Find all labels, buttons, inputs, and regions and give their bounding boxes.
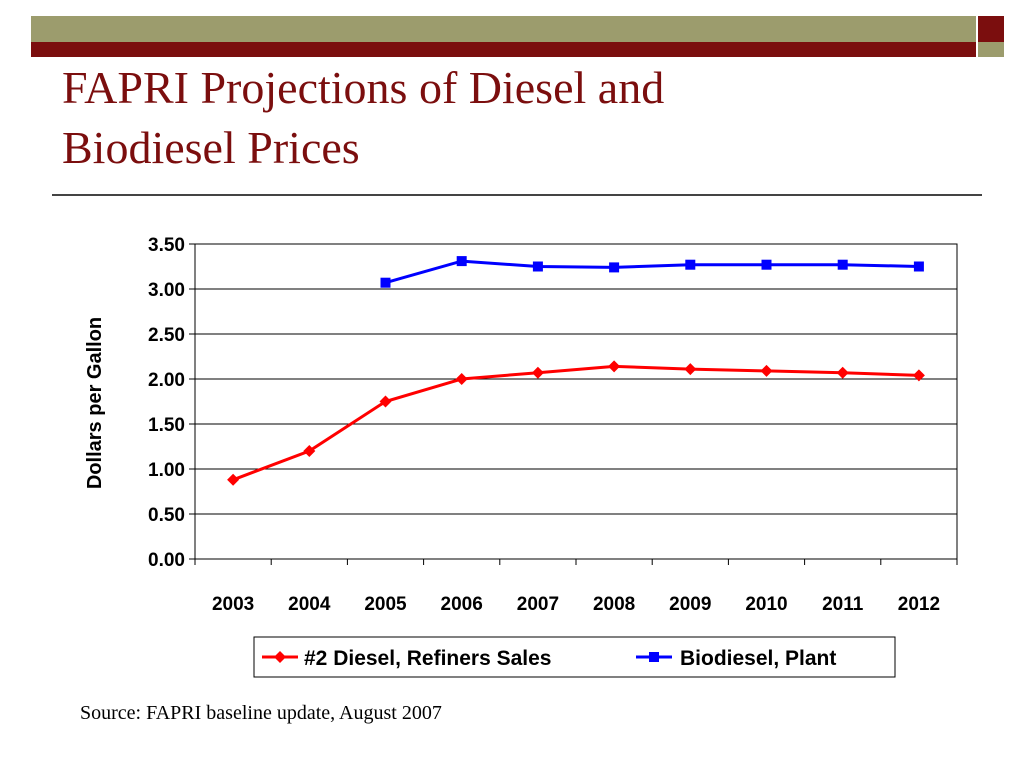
title-divider <box>52 194 982 196</box>
x-tick-label: 2010 <box>745 594 787 615</box>
y-tick-label: 2.50 <box>148 325 185 346</box>
diesel-data-point <box>836 366 849 379</box>
biodiesel-series-line <box>385 259 919 285</box>
x-tick-label: 2003 <box>212 594 254 615</box>
legend-marker-diesel <box>274 651 286 663</box>
diesel-data-point <box>684 363 697 376</box>
y-tick-label: 3.00 <box>148 280 185 301</box>
biodiesel-data-point <box>837 259 848 270</box>
x-tick-label: 2007 <box>517 594 559 615</box>
biodiesel-data-point <box>685 259 696 270</box>
plot-area <box>194 243 958 560</box>
x-tick-label: 2009 <box>669 594 711 615</box>
slide-title-line-2: Biodiesel Prices <box>62 122 360 173</box>
y-tick-label: 3.50 <box>148 235 185 256</box>
y-axis-label: Dollars per Gallon <box>84 317 106 489</box>
corner-block-olive <box>978 42 1004 57</box>
slide-title: FAPRI Projections of Diesel and Biodiese… <box>62 58 962 178</box>
diesel-data-point <box>379 395 392 408</box>
biodiesel-data-point <box>913 261 924 272</box>
diesel-data-point <box>303 445 316 457</box>
diesel-data-point <box>455 373 468 385</box>
diesel-series-line <box>232 364 919 482</box>
legend-marker-biodiesel <box>649 652 659 662</box>
biodiesel-data-point <box>456 256 467 267</box>
biodiesel-data-point <box>532 261 543 272</box>
diesel-data-point <box>760 364 773 377</box>
corner-block-red <box>978 16 1004 42</box>
x-tick-label: 2011 <box>822 594 864 615</box>
biodiesel-data-point <box>609 262 620 273</box>
x-tick-label: 2008 <box>593 594 635 615</box>
x-tick-label: 2005 <box>364 594 407 615</box>
diesel-data-point <box>912 369 925 382</box>
diesel-data-point <box>608 360 621 373</box>
biodiesel-data-point <box>761 259 772 270</box>
x-tick-label: 2004 <box>288 594 331 615</box>
y-tick-label: 1.00 <box>148 460 185 481</box>
diesel-data-point <box>531 366 544 379</box>
slide-title-line-1: FAPRI Projections of Diesel and <box>62 62 665 113</box>
source-note: Source: FAPRI baseline update, August 20… <box>80 702 442 724</box>
x-tick-label: 2012 <box>898 594 940 615</box>
x-tick-label: 2006 <box>441 594 483 615</box>
y-tick-label: 1.50 <box>148 415 185 436</box>
y-tick-label: 2.00 <box>148 370 185 391</box>
legend-label-biodiesel: Biodiesel, Plant <box>680 647 836 670</box>
y-tick-label: 0.50 <box>148 505 185 526</box>
biodiesel-data-point <box>380 277 391 288</box>
legend-box <box>253 636 896 678</box>
header-band-olive <box>31 16 976 42</box>
legend-label-diesel: #2 Diesel, Refiners Sales <box>304 647 551 670</box>
header-band-red <box>31 42 976 57</box>
diesel-data-point <box>227 473 240 486</box>
y-tick-label: 0.00 <box>148 550 185 571</box>
